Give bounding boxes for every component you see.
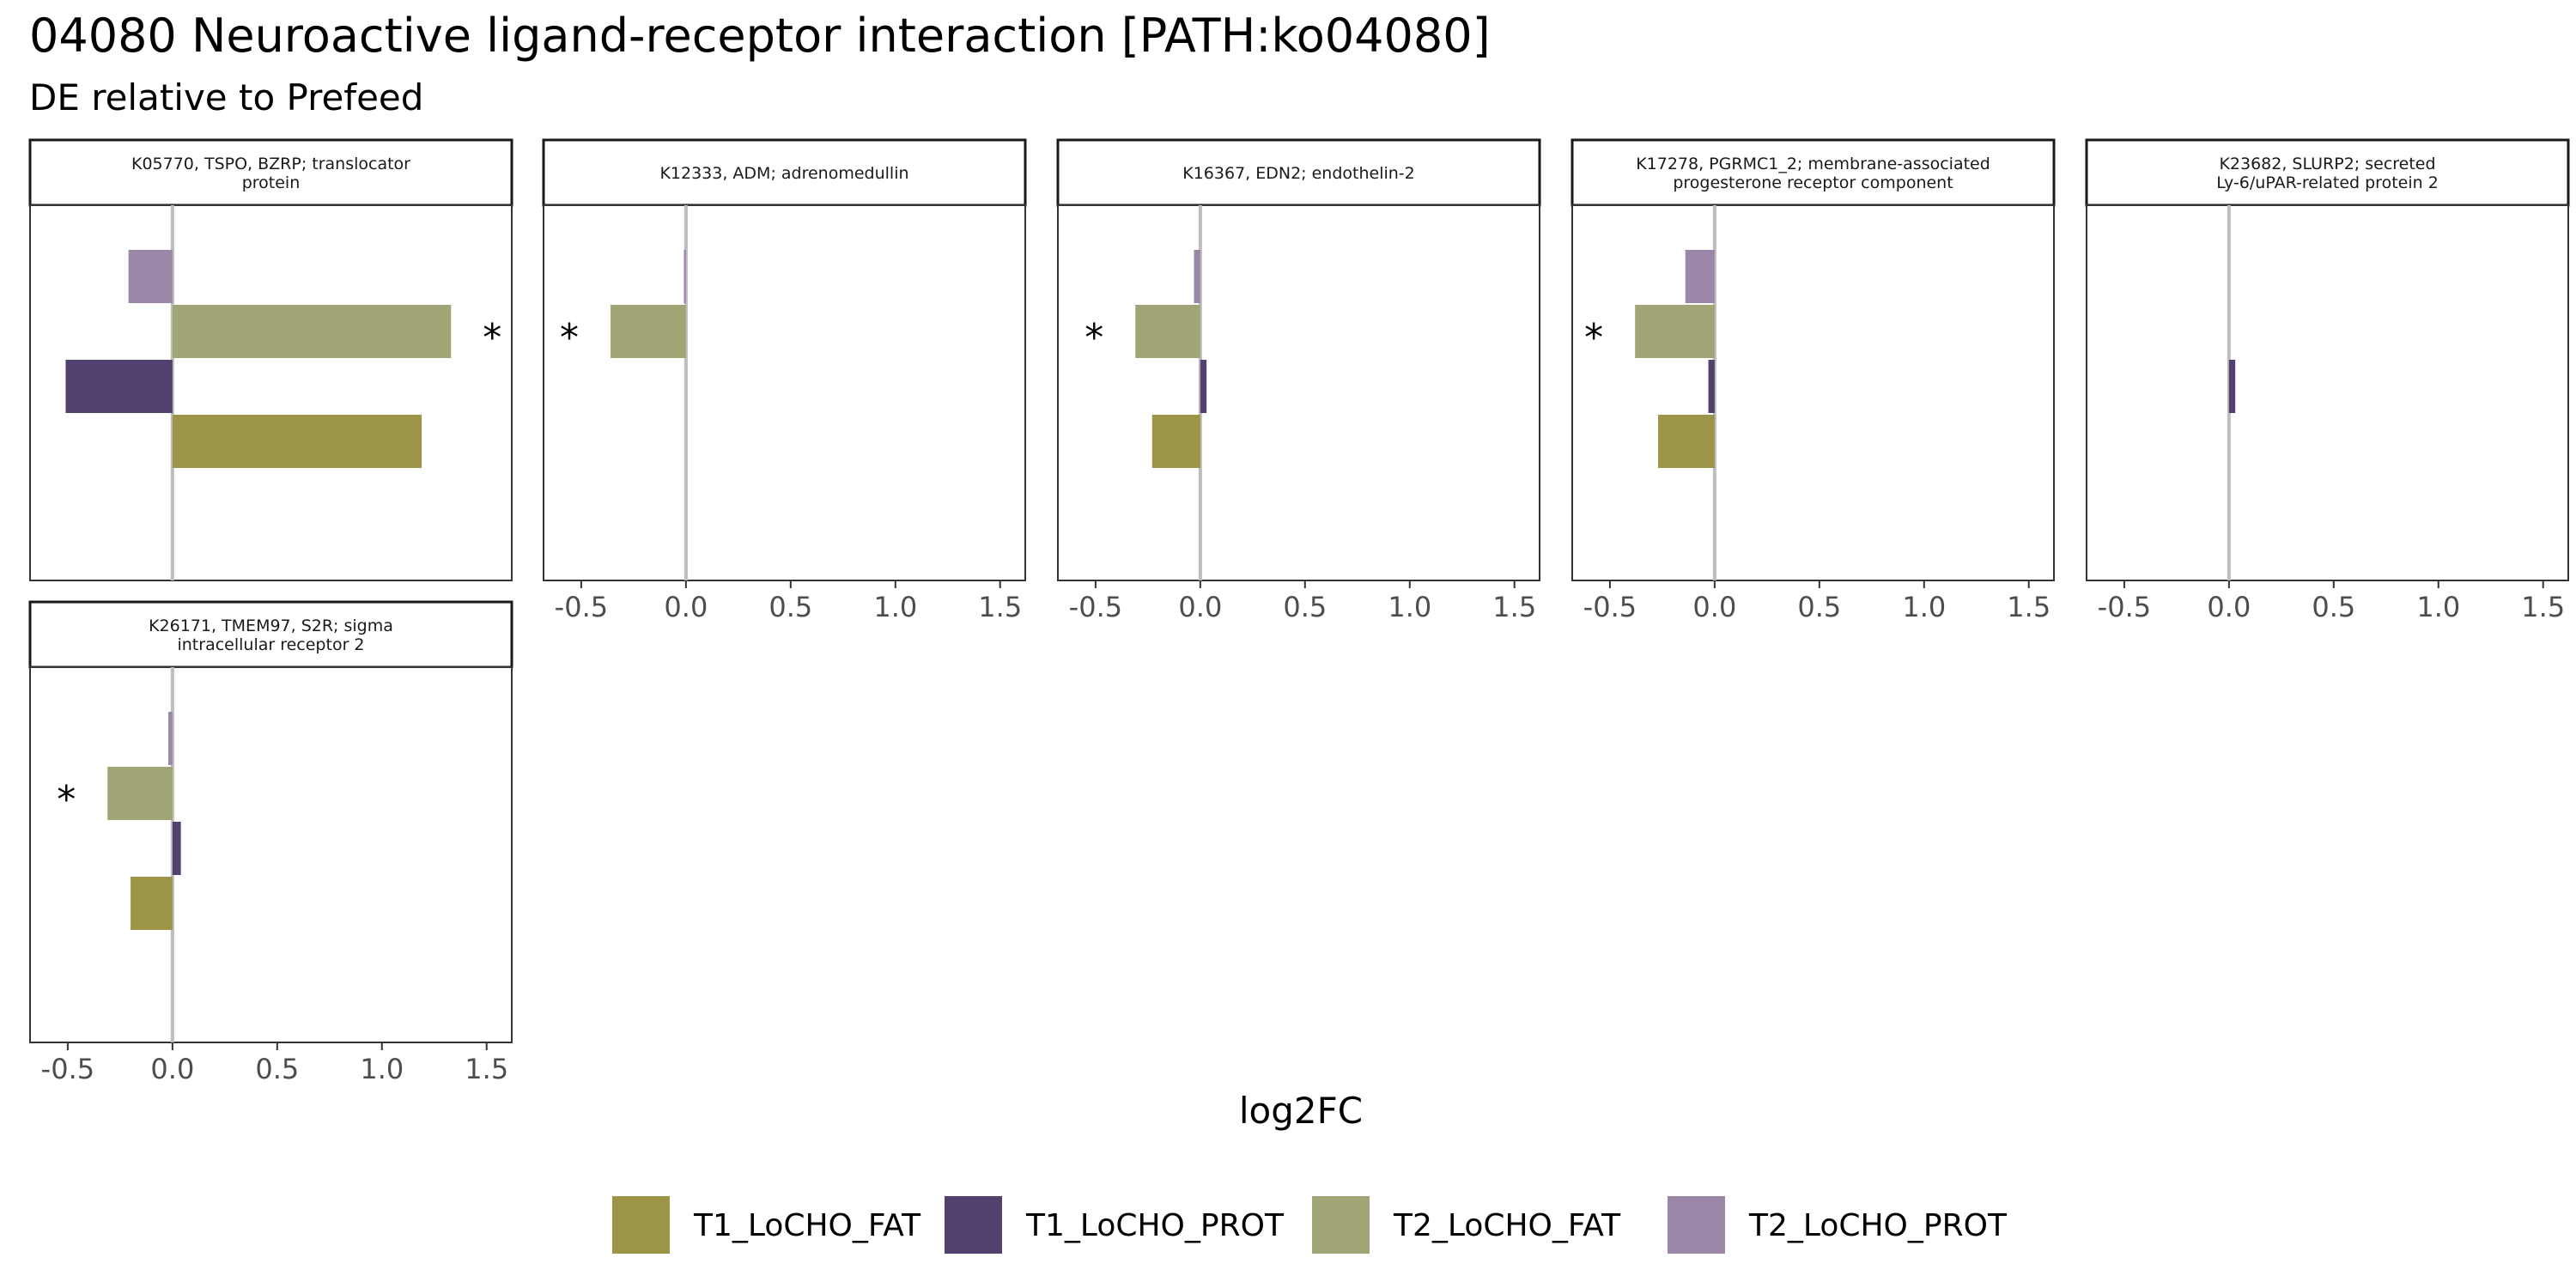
legend-item: T1_LoCHO_PROT (945, 1196, 1285, 1254)
bar-t2-locho-prot (1685, 250, 1715, 303)
legend-item: T2_LoCHO_PROT (1668, 1196, 2008, 1254)
bar-t2-locho-fat (1135, 305, 1200, 358)
significance-marker: * (1084, 316, 1103, 360)
x-tick-label: 1.0 (873, 591, 917, 623)
x-tick-label: -0.5 (1069, 591, 1122, 623)
legend-item: T2_LoCHO_FAT (1312, 1196, 1621, 1254)
facet-panel: K16367, EDN2; endothelin-2 * -0.5 0.0 0.5 1.0… (1056, 138, 1541, 623)
bar-t2-locho-prot (1194, 250, 1200, 303)
facet-strip (28, 600, 513, 669)
legend-item: T1_LoCHO_FAT (612, 1196, 921, 1254)
x-tick-label: 0.5 (1797, 591, 1841, 623)
bar-t2-locho-prot (683, 250, 686, 303)
x-tick-label: 1.5 (465, 1053, 508, 1085)
bar-t2-locho-prot (128, 250, 173, 303)
x-tick-label: -0.5 (41, 1053, 94, 1085)
facet-strip-label: K05770, TSPO, BZRP; translocator (131, 155, 410, 173)
facet-strip-label: K26171, TMEM97, S2R; sigma (149, 617, 393, 635)
significance-marker: * (1584, 316, 1603, 360)
facet-plot-area (1057, 204, 1540, 581)
facet-strip (1571, 138, 2056, 207)
x-tick-label: 0.0 (1692, 591, 1736, 623)
x-tick-label: 1.0 (2416, 591, 2460, 623)
x-tick-label: 0.0 (150, 1053, 194, 1085)
legend-swatch (1668, 1196, 1725, 1254)
chart-title: 04080 Neuroactive ligand-receptor intera… (29, 9, 1491, 63)
legend-swatch (1312, 1196, 1370, 1254)
bar-t1-locho-prot (172, 822, 181, 875)
bar-t2-locho-fat (107, 767, 173, 820)
x-tick-label: 1.0 (1902, 591, 1946, 623)
legend-swatch (945, 1196, 1002, 1254)
facet-strip-label: K17278, PGRMC1_2; membrane-associated (1636, 155, 1990, 173)
bar-t1-locho-fat (131, 877, 173, 930)
facet-strip-label: progesterone receptor component (1673, 173, 1953, 192)
x-tick-label: 0.5 (255, 1053, 299, 1085)
facet-strip-label: K16367, EDN2; endothelin-2 (1182, 164, 1415, 183)
x-tick-label: 0.0 (2207, 591, 2251, 623)
x-tick-label: -0.5 (1583, 591, 1637, 623)
bar-t1-locho-fat (1151, 415, 1200, 468)
bar-t1-locho-prot (65, 360, 173, 413)
legend-label: T2_LoCHO_FAT (1393, 1208, 1621, 1243)
facet-plot-area (1571, 204, 2055, 581)
bar-t1-locho-prot (1708, 360, 1715, 413)
facet-panel: K23682, SLURP2; secretedLy-6/uPAR-relate… (2085, 138, 2570, 623)
x-tick-label: 0.5 (1283, 591, 1327, 623)
x-tick-label: 1.5 (1492, 591, 1536, 623)
significance-marker: * (560, 316, 579, 360)
facet-strip (1056, 138, 1541, 207)
x-tick-label: 0.5 (2312, 591, 2355, 623)
facet-strip-label: K23682, SLURP2; secreted (2219, 155, 2435, 173)
x-tick-label: -0.5 (555, 591, 608, 623)
facet-strip (28, 138, 513, 207)
facet-strip-label: Ly-6/uPAR-related protein 2 (2216, 173, 2439, 192)
x-tick-label: -0.5 (2098, 591, 2151, 623)
legend-swatch (612, 1196, 670, 1254)
x-tick-label: 1.0 (1388, 591, 1431, 623)
bar-t1-locho-fat (1658, 415, 1715, 468)
bar-t2-locho-fat (172, 305, 452, 358)
bar-t2-locho-prot (167, 712, 173, 765)
significance-marker: * (57, 778, 76, 822)
facet-panel: K12333, ADM; adrenomedullin * -0.5 0.0 0.5 1.… (542, 138, 1027, 623)
bar-t1-locho-prot (1200, 360, 1207, 413)
legend-label: T2_LoCHO_PROT (1748, 1208, 2008, 1243)
bar-t2-locho-fat (611, 305, 686, 358)
x-tick-label: 1.5 (978, 591, 1022, 623)
chart-subtitle: DE relative to Prefeed (29, 76, 423, 118)
facet-panel: K17278, PGRMC1_2; membrane-associatedpro… (1571, 138, 2056, 623)
x-tick-label: 1.5 (2521, 591, 2565, 623)
bar-t2-locho-fat (1635, 305, 1715, 358)
bar-t1-locho-fat (172, 415, 422, 468)
x-tick-label: 0.0 (664, 591, 708, 623)
bar-t1-locho-prot (2228, 360, 2236, 413)
legend-label: T1_LoCHO_FAT (693, 1208, 921, 1243)
facet-plot-area (2086, 204, 2569, 581)
facet-plot-area (543, 204, 1026, 581)
facet-panel: K26171, TMEM97, S2R; sigmaintracellular … (28, 600, 513, 1085)
significance-marker: * (483, 316, 501, 360)
facet-strip-label: protein (242, 173, 301, 192)
x-tick-label: 1.0 (360, 1053, 404, 1085)
facet-plot-area (29, 666, 513, 1043)
x-tick-label: 0.0 (1178, 591, 1222, 623)
x-tick-label: 0.5 (769, 591, 812, 623)
facet-strip-label: intracellular receptor 2 (177, 635, 364, 654)
facet-strip-label: K12333, ADM; adrenomedullin (659, 164, 908, 183)
x-tick-label: 1.5 (2007, 591, 2050, 623)
x-axis-title: log2FC (1239, 1090, 1363, 1132)
legend: T1_LoCHO_FAT T1_LoCHO_PROT T2_LoCHO_FAT T2_… (612, 1196, 2008, 1254)
legend-label: T1_LoCHO_PROT (1025, 1208, 1285, 1243)
